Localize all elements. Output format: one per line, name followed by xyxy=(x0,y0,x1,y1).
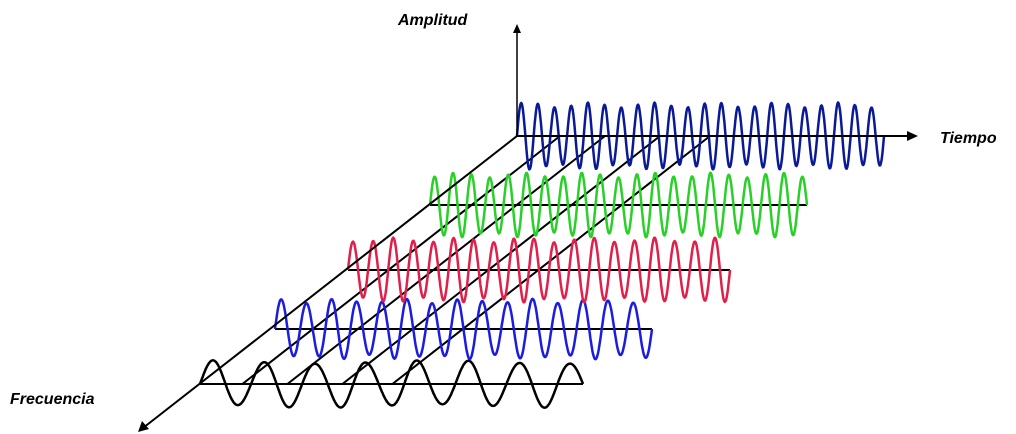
amplitude-axis-label: Amplitud xyxy=(397,12,469,29)
wave-traces xyxy=(198,101,886,409)
frequency-axis-label: Frecuencia xyxy=(10,391,95,408)
time-arrow-head xyxy=(907,131,918,141)
time-axis-label: Tiempo xyxy=(940,130,997,147)
depth-guide-lines xyxy=(241,135,711,385)
depth-guide-line-3 xyxy=(341,135,661,385)
frequency-arrow-head xyxy=(138,421,149,432)
wave-4-trace xyxy=(428,171,809,239)
wave-3-trace xyxy=(346,236,732,304)
amplitude-arrow-head xyxy=(513,24,521,33)
wave-1-trace xyxy=(198,359,585,409)
wave-2-trace xyxy=(273,297,654,361)
frequency-axis xyxy=(142,135,518,429)
